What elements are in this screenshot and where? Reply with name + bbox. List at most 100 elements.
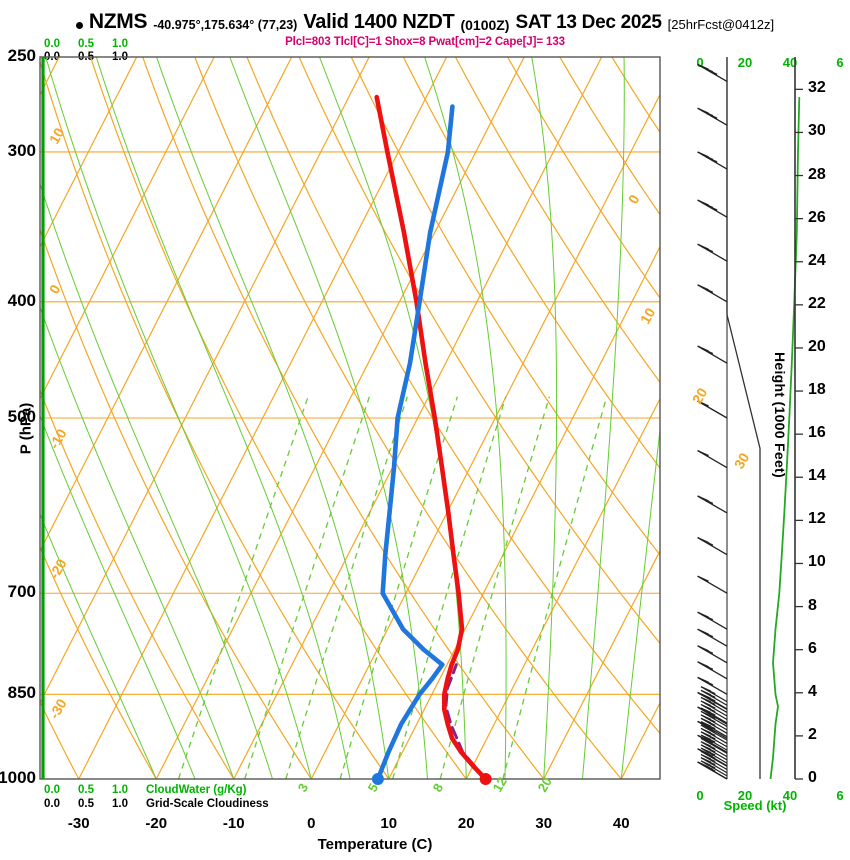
isotherm-label-left--30: -30 [46,696,70,722]
wind-barb-flag [705,756,716,763]
speed-tick-40-top: 40 [782,55,798,70]
wind-barb-flag [705,730,716,736]
wind-barb [697,645,728,664]
speed-tick-6-bottom: 6 [836,788,844,803]
wind-barb [697,676,728,695]
wind-barb [697,661,728,680]
forecast-tag: [25hrFcst@0412z] [667,17,775,32]
pressure-tick-700: 700 [7,582,36,602]
speed-tick-40-bottom: 40 [782,788,798,803]
mixing-ratio-label-3: 3 [295,781,312,795]
wind-barb-flag [705,743,716,750]
cw-top-tick-2: 1.0 [112,38,128,50]
cl-tick-1: 0.5 [78,798,94,810]
wind-barb [697,400,728,419]
height-tick-16: 16 [808,424,826,442]
wind-barb [697,63,728,82]
height-tick-30: 30 [808,122,826,140]
wind-barb [697,151,728,170]
isotherm-label-left--10: -10 [46,426,70,452]
wind-barb [697,450,728,469]
speed-tick-20-bottom: 20 [737,788,753,803]
cloudwater-scale-top: 0.0 0.5 1.0 [44,38,128,50]
height-tick-22: 22 [808,294,826,312]
speed-tick-0-top: 0 [696,55,704,70]
wind-barb-flag [705,702,716,709]
cw-tick-1: 0.5 [78,784,94,796]
wind-barb-flag [705,750,716,756]
cl-tick-2: 1.0 [112,798,128,810]
height-tick-12: 12 [808,510,826,528]
speed-axis-label: Speed (kt) [723,798,787,813]
wind-barb [697,243,728,262]
temperature-tick-30: 30 [535,815,553,832]
isotherm-label-left-10: 10 [46,125,68,147]
mixing-ratio-label-20: 20 [535,774,555,794]
wind-barb-flag [705,695,716,702]
wind-barb-flag [705,765,716,772]
valid-date: SAT 13 Dec 2025 [515,12,662,33]
pressure-tick-1000: 1000 [0,768,36,787]
valid-time: Valid 1400 NZDT [303,11,455,33]
profile-dewpoint [375,104,455,782]
height-tick-24: 24 [808,251,826,269]
wind-barb [697,575,728,594]
station-id: NZMS [88,10,148,33]
wind-barb-flag [705,740,716,746]
valid-time-utc: (0100Z) [460,17,510,33]
height-tick-2: 2 [808,725,817,743]
wind-barb [697,495,728,514]
cw-top-tick-0: 0.0 [44,38,60,50]
wind-barb-flag [705,688,716,695]
cw-top-tick-1: 0.5 [78,38,94,50]
height-tick-6: 6 [808,639,817,657]
isotherm-label-right-20: 20 [689,385,711,407]
profile-temperature [374,94,488,782]
wind-barb [697,199,728,218]
cloudiness-legend-text: Grid-Scale Cloudiness [146,798,269,810]
height-tick-8: 8 [808,596,817,614]
wind-barb [697,611,728,630]
height-tick-18: 18 [808,381,826,399]
cw-tick-2: 1.0 [112,784,128,796]
height-tick-26: 26 [808,208,826,226]
isotherm-label-right-30: 30 [731,450,753,472]
cw-tick-0: 0.0 [44,784,60,796]
temperature-tick--10: -10 [222,815,245,832]
wind-barb-flag [705,727,716,733]
wind-barb-flag [705,762,716,769]
sounding-stats: Plcl=803 Tlcl[C]=1 Shox=8 Pwat[cm]=2 Cap… [285,36,565,48]
wind-barb-flag [705,753,716,759]
temperature-tick-40: 40 [612,815,630,832]
surface-temperature [479,773,492,785]
height-tick-14: 14 [808,467,826,485]
pressure-tick-500: 500 [7,407,36,426]
height-tick-20: 20 [808,337,826,355]
mixing-ratio-label-8: 8 [430,781,447,795]
temperature-axis-label: Temperature (C) [317,836,433,853]
cloudwater-legend-text: CloudWater (g/Kg) [146,784,247,796]
height-tick-0: 0 [808,769,817,786]
station-coordinates: -40.975°,175.634° (77,23) [153,18,298,32]
cloudiness-legend: 0.0 0.5 1.0 Grid-Scale Cloudiness [44,798,269,810]
station-marker-icon [75,22,83,29]
height-tick-10: 10 [808,553,826,571]
height-tick-32: 32 [808,79,826,97]
wind-barb [697,284,728,303]
pressure-tick-300: 300 [7,140,36,160]
isotherm-label-right-10: 10 [637,305,659,327]
pressure-tick-850: 850 [7,683,36,703]
height-tick-4: 4 [808,682,817,700]
height-axis-label: Height (1000 Feet) [772,352,788,478]
header: NZMS -40.975°,175.634° (77,23) Valid 140… [0,8,850,34]
wind-barb-flag [705,746,716,753]
cl-tick-0: 0.0 [44,798,60,810]
plot-frame [39,56,661,780]
wind-barb-flag [705,713,716,719]
speed-tick-0-bottom: 0 [696,788,704,803]
wind-barb [697,107,728,126]
wind-barb-flag [705,737,716,743]
isotherm-label-right-0: 0 [625,192,643,207]
wind-barb-flag [705,706,716,713]
